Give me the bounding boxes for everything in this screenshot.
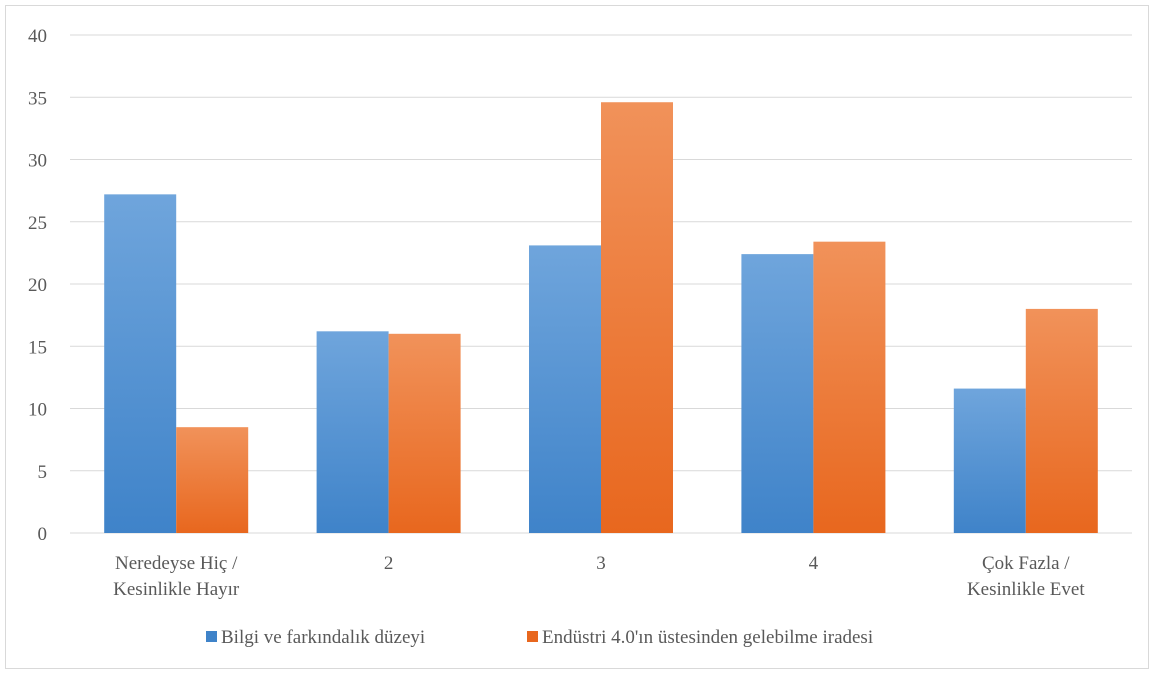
x-axis-labels: Neredeyse Hiç / Kesinlikle Hayır 2 3 4 Çok Fa… <box>113 553 1085 600</box>
x-category-label: 2 <box>384 553 394 574</box>
bar-series-2-cat-4 <box>813 241 886 534</box>
y-axis-ticks: 0 5 10 15 20 25 30 35 40 <box>28 26 47 545</box>
bars <box>104 102 1098 534</box>
y-tick-label: 15 <box>28 337 47 358</box>
bar-series-1-cat-3 <box>529 245 601 533</box>
x-category-label: 4 <box>809 553 819 574</box>
y-tick-label: 0 <box>38 524 48 545</box>
x-category-label: Neredeyse Hiç / <box>115 553 238 574</box>
bar-series-1-cat-5 <box>953 388 1026 533</box>
bar-series-2-cat-1 <box>176 427 249 533</box>
legend-swatch-2 <box>527 631 538 642</box>
legend-swatch-1 <box>206 631 217 642</box>
y-tick-label: 5 <box>38 462 48 483</box>
y-tick-label: 10 <box>28 400 47 421</box>
bar-series-2-cat-2 <box>388 333 461 533</box>
y-tick-label: 25 <box>28 213 47 234</box>
bar-series-1-cat-2 <box>316 331 389 533</box>
legend: Bilgi ve farkındalık düzeyi Endüstri 4.0'… <box>206 627 873 648</box>
bar-series-2-cat-5 <box>1025 308 1098 533</box>
bar-series-1-cat-4 <box>741 254 814 533</box>
y-tick-label: 20 <box>28 275 47 296</box>
y-tick-label: 40 <box>28 26 47 47</box>
x-category-label: 3 <box>596 553 606 574</box>
legend-label-1: Bilgi ve farkındalık düzeyi <box>221 627 425 648</box>
x-category-label: Kesinlikle Hayır <box>113 579 240 600</box>
x-category-label: Çok Fazla / <box>982 553 1070 574</box>
y-tick-label: 30 <box>28 151 47 172</box>
bar-series-1-cat-1 <box>104 194 177 534</box>
x-category-label: Kesinlikle Evet <box>967 579 1085 600</box>
legend-label-2: Endüstri 4.0'ın üstesinden gelebilme ira… <box>542 627 873 648</box>
y-tick-label: 35 <box>28 88 47 109</box>
bar-series-2-cat-3 <box>601 102 673 533</box>
